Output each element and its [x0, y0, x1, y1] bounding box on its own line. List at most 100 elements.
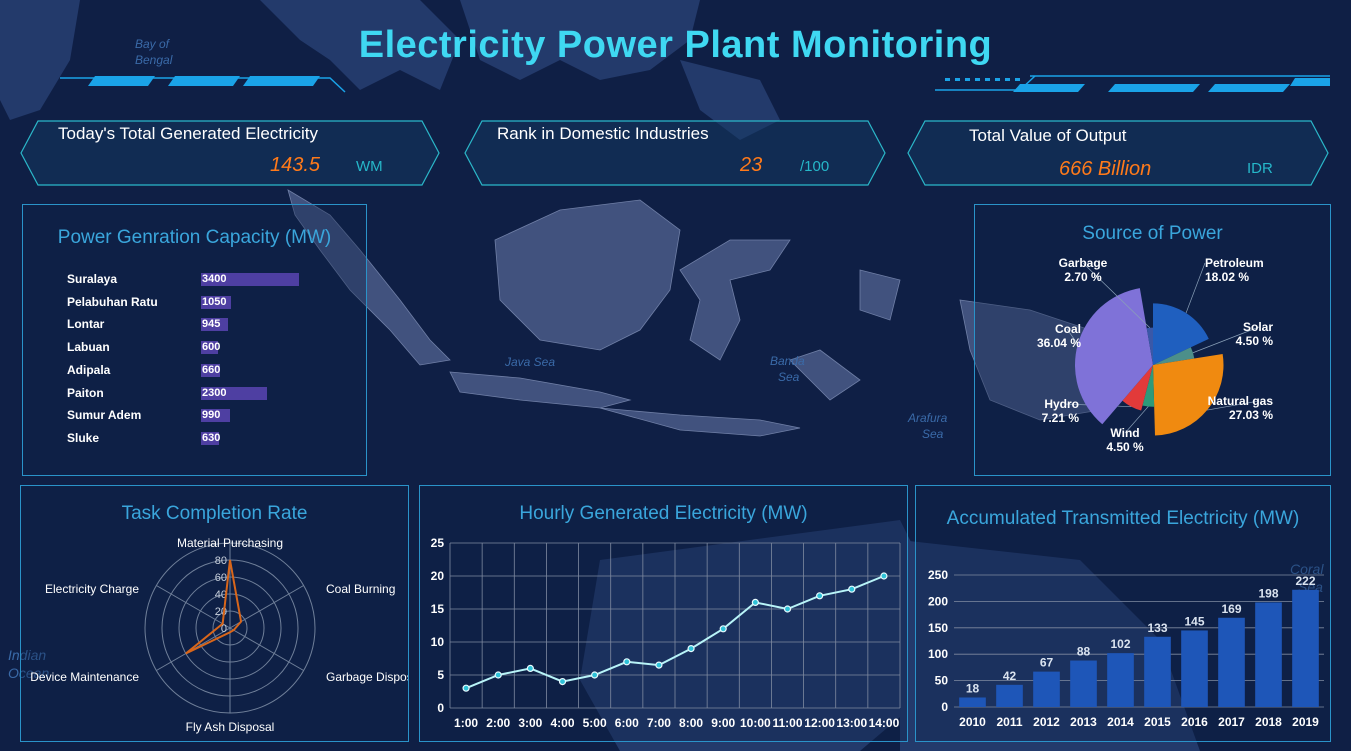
- line-point: [751, 598, 759, 607]
- pie-percent: 7.21 %: [1042, 411, 1080, 425]
- pie-label: Solar: [1243, 320, 1273, 334]
- line-x-tick: 10:00: [740, 716, 771, 730]
- line-point: [526, 664, 534, 672]
- kpi-total-generated: Today's Total Generated Electricity 143.…: [20, 120, 440, 186]
- kpi-value: 143.5: [270, 154, 321, 176]
- acc-data-label: 222: [1295, 574, 1315, 588]
- pie-leader-line: [1082, 262, 1151, 329]
- acc-bar: [1144, 636, 1171, 707]
- hourly-panel: Hourly Generated Electricity (MW) 0 5 10 15…: [419, 485, 908, 742]
- capacity-bar: [201, 363, 221, 377]
- line-point: [880, 572, 888, 580]
- radar-tick: 60: [215, 572, 227, 584]
- svg-text:Java Sea: Java Sea: [504, 355, 555, 369]
- line-y-tick: 15: [431, 602, 445, 616]
- kpi-label: Rank in Domestic Industries: [497, 124, 709, 143]
- kpi-frame: [907, 120, 1329, 186]
- acc-y-tick: 100: [928, 647, 948, 661]
- pie-label: Wind: [1110, 426, 1139, 440]
- acc-x-tick: 2015: [1144, 715, 1171, 729]
- pie-percent: 2.70 %: [1064, 270, 1102, 284]
- pie-percent: 27.03 %: [1229, 408, 1273, 422]
- capacity-label: Suralaya: [67, 272, 118, 286]
- radar-indicator-label: Electricity Charge: [45, 582, 139, 596]
- pie-percent: 36.04 %: [1037, 336, 1081, 350]
- line-x-tick: 12:00: [804, 716, 835, 730]
- line-x-tick: 14:00: [869, 716, 900, 730]
- line-x-tick: 13:00: [836, 716, 867, 730]
- line-point: [494, 671, 502, 679]
- capacity-value: 2300: [202, 386, 227, 399]
- hourly-title: Hourly Generated Electricity (MW): [519, 503, 808, 524]
- acc-x-tick: 2012: [1033, 715, 1060, 729]
- acc-data-label: 169: [1221, 602, 1241, 616]
- svg-text:Coral: Coral: [1290, 561, 1324, 577]
- pie-label: Hydro: [1044, 397, 1079, 411]
- kpi-frame: [464, 120, 886, 186]
- acc-y-tick: 0: [941, 700, 948, 714]
- capacity-value: 3400: [202, 273, 227, 285]
- radar-axis: [229, 585, 304, 629]
- line-y-tick: 5: [437, 668, 444, 682]
- kpi-label: Today's Total Generated Electricity: [58, 124, 318, 143]
- line-y-tick: 10: [431, 635, 445, 649]
- pie-slice: [1075, 288, 1153, 425]
- acc-bar: [959, 697, 986, 707]
- acc-data-label: 42: [1003, 669, 1017, 683]
- acc-x-tick: 2013: [1070, 715, 1097, 729]
- line-series: [465, 575, 885, 690]
- pie-slice: [1146, 327, 1153, 365]
- line-point: [687, 645, 695, 653]
- line-point: [558, 678, 567, 686]
- radar-axis: [156, 585, 231, 629]
- acc-bar: [1033, 671, 1060, 707]
- line-x-tick: 11:00: [772, 716, 802, 730]
- radar-indicator-label: Garbage Disposal: [326, 670, 408, 684]
- radar-indicator-label: Fly Ash Disposal: [186, 720, 275, 734]
- capacity-value: 1050: [202, 295, 227, 308]
- line-point: [719, 625, 727, 633]
- accumulated-title: Accumulated Transmitted Electricity (MW): [946, 508, 1300, 529]
- line-x-tick: 1:00: [454, 716, 478, 730]
- svg-text:Indian: Indian: [8, 647, 46, 663]
- acc-bar: [1218, 617, 1245, 707]
- pie-label: Petroleum: [1205, 256, 1264, 270]
- radar-indicator-label: Material Purchasing: [177, 536, 283, 550]
- line-point: [623, 658, 631, 666]
- line-point: [462, 684, 470, 692]
- capacity-value: 600: [202, 341, 221, 354]
- pie-slice: [1153, 303, 1209, 365]
- line-x-tick: 6:00: [615, 716, 639, 730]
- source-title: Source of Power: [1082, 223, 1223, 244]
- pie-leader-line: [1185, 262, 1206, 314]
- task-title: Task Completion Rate: [121, 503, 308, 524]
- capacity-value: 630: [202, 431, 221, 444]
- pie-percent: 18.02 %: [1205, 270, 1249, 284]
- capacity-label: Paiton: [67, 385, 104, 400]
- line-x-tick: 7:00: [647, 716, 671, 730]
- line-y-tick: 20: [431, 569, 445, 583]
- svg-text:Sea: Sea: [778, 370, 800, 384]
- acc-data-label: 102: [1110, 637, 1130, 651]
- pie-label: Garbage: [1059, 256, 1108, 270]
- kpi-value: 23: [740, 154, 763, 176]
- acc-y-tick: 150: [928, 621, 948, 635]
- acc-bar: [1292, 589, 1319, 707]
- pie-leader-line: [1066, 328, 1079, 345]
- capacity-bar: [201, 318, 229, 332]
- capacity-label: Sluke: [67, 430, 100, 445]
- acc-data-label: 67: [1040, 656, 1054, 670]
- header-decoration: [60, 75, 1330, 93]
- line-point: [783, 605, 792, 613]
- radar-indicator-label: Device Maintenance: [30, 670, 139, 684]
- acc-bar: [996, 684, 1023, 707]
- task-panel: Task Completion Rate 0 20 40 60 80 Material P…: [20, 485, 409, 742]
- radar-series: [185, 559, 243, 655]
- acc-bar: [1181, 630, 1208, 707]
- acc-x-tick: 2017: [1218, 715, 1245, 729]
- acc-x-tick: 2014: [1107, 715, 1134, 729]
- capacity-label: Pelabuhan Ratu: [67, 294, 158, 309]
- line-y-tick: 25: [431, 536, 445, 550]
